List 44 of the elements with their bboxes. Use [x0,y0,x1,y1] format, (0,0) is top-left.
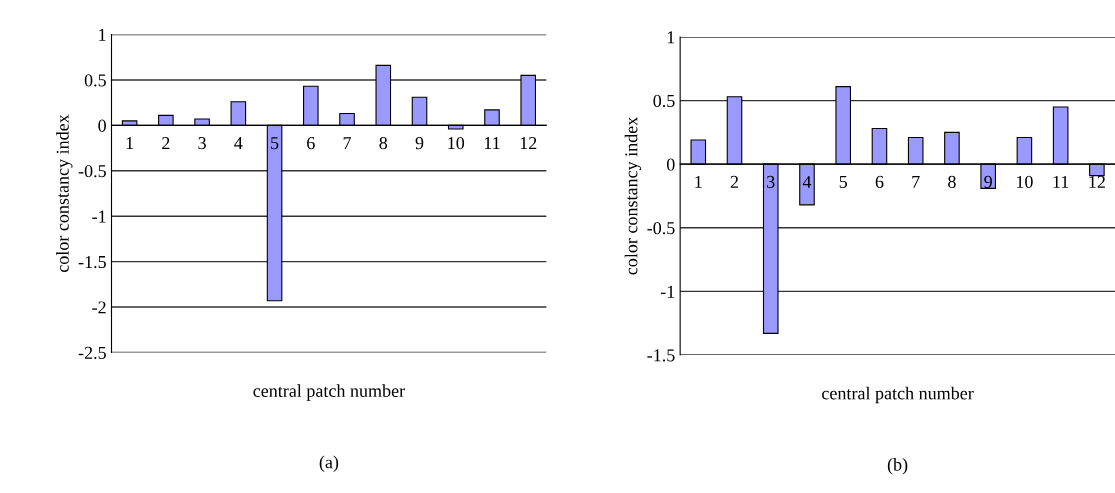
x-tick-label: 12 [520,137,537,149]
x-tick-label: 10 [448,137,465,150]
text: (b) [887,458,908,475]
y-tick-label: 0.5 [84,74,106,87]
x-tick-label: 2 [730,175,739,188]
y-tick-label: -0.5 [78,165,106,178]
y-tick-label: -1.5 [78,255,106,269]
y-tick-label: 0.5 [653,94,675,108]
text: (a) [319,455,339,472]
x-tick-label: 5 [271,137,279,150]
x-tick-label: 2 [162,137,170,149]
y-tick-label: 0 [98,119,106,132]
x-tick-label: 1 [695,175,702,188]
x-tick-label: 6 [307,137,315,150]
y-tick-label: 1 [99,28,106,41]
x-tick-label: 6 [875,175,884,188]
x-axis-title: central patch number [253,384,405,401]
x-tick-label: 3 [767,175,775,188]
x-tick-label: 3 [198,137,206,150]
x-tick-label: 10 [1016,175,1033,188]
y-tick-label: -0.5 [647,222,675,235]
x-axis-title: central patch number [822,386,974,404]
x-tick-label: 5 [839,175,848,188]
y-tick-label: -1.5 [647,349,675,362]
x-tick-label: 1 [126,137,134,149]
y-tick-label: 0 [666,158,675,171]
x-tick-label: 11 [1053,175,1069,188]
x-tick-label: 4 [234,137,243,149]
y-tick-label: 1 [667,31,675,44]
y-tick-label: -1 [92,210,106,223]
x-tick-label: 7 [912,175,920,188]
y-axis-title: color constancy index [56,114,73,273]
x-tick-label: 8 [948,175,956,188]
x-tick-label: 7 [343,137,352,149]
x-tick-label: 9 [984,175,992,188]
x-tick-label: 9 [415,137,424,150]
x-tick-label: 4 [802,175,812,188]
x-tick-label: 12 [1089,175,1105,188]
y-tick-label: -1 [660,285,675,298]
x-tick-label: 8 [379,137,388,150]
y-axis-title: color constancy index [624,116,642,275]
x-tick-label: 11 [484,137,500,149]
y-tick-label: -2.5 [78,346,106,360]
y-tick-label: -2 [92,301,106,314]
